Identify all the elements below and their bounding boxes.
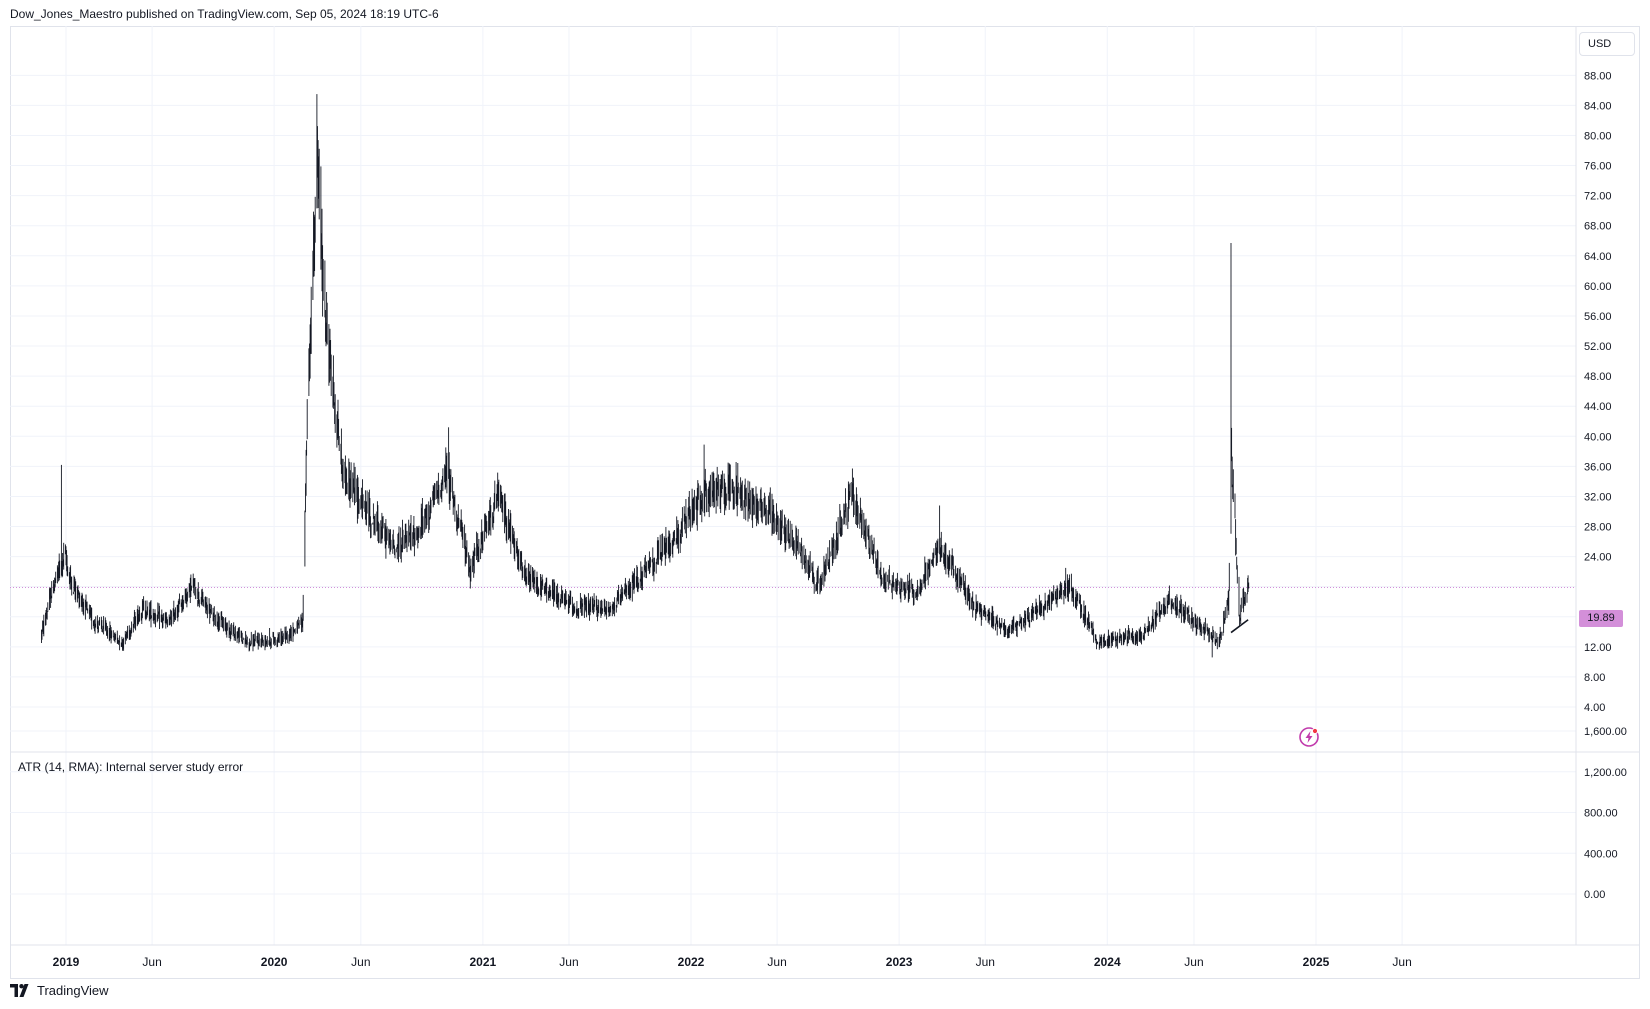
price-tick-label: 36.00 [1584,461,1612,473]
time-axis: 2019 Jun 2020 Jun 2021 Jun 2022 Jun 2023 Jun 2024 J… [53,955,1412,969]
price-tick-label: 84.00 [1584,100,1612,112]
atr-study-label[interactable]: ATR (14, RMA): Internal server study err… [18,760,244,774]
price-tick-label: 8.00 [1584,672,1605,684]
time-tick-label: 2023 [886,955,913,969]
published-header: Dow_Jones_Maestro published on TradingVi… [10,7,439,21]
atr-tick-label: 400.00 [1584,848,1618,860]
atr-tick-label: 1,200.00 [1584,767,1627,779]
time-tick-label: Jun [1184,955,1203,969]
time-tick-label: 2019 [53,955,80,969]
price-tick-label: 68.00 [1584,221,1612,233]
time-tick-label: Jun [559,955,578,969]
footer-brand-label: TradingView [37,983,109,998]
atr-axis: 0.00 400.00 800.00 1,200.00 1,600.00 [1584,726,1627,901]
price-tick-label: 48.00 [1584,371,1612,383]
price-tick-label: 56.00 [1584,311,1612,323]
chart-grid [10,26,1576,945]
time-tick-label: 2024 [1094,955,1121,969]
last-price-tag: 19.89 [1579,610,1623,627]
price-tick-label: 44.00 [1584,401,1612,413]
price-tick-label: 52.00 [1584,341,1612,353]
time-tick-label: 2022 [678,955,705,969]
trend-line-drawing [1230,619,1249,634]
tradingview-logo-icon [10,984,29,997]
trend-line [1230,619,1249,634]
time-tick-label: 2025 [1303,955,1330,969]
atr-tick-label: 800.00 [1584,808,1618,820]
price-tick-label: 32.00 [1584,491,1612,503]
price-tick-label: 4.00 [1584,702,1605,714]
footer-brand[interactable]: TradingView [10,983,109,998]
time-tick-label: Jun [351,955,370,969]
atr-tick-label: 1,600.00 [1584,726,1627,738]
price-tick-label: 64.00 [1584,251,1612,263]
chart-frame [10,26,1640,979]
price-tick-label: 40.00 [1584,431,1612,443]
time-tick-label: 2020 [261,955,288,969]
price-tick-label: 80.00 [1584,130,1612,142]
time-tick-label: Jun [142,955,161,969]
price-tick-label: 72.00 [1584,191,1612,203]
currency-badge[interactable]: USD [1579,32,1635,56]
price-tick-label: 12.00 [1584,642,1612,654]
price-tick-label: 24.00 [1584,552,1612,564]
price-tick-label: 60.00 [1584,281,1612,293]
atr-tick-label: 0.00 [1584,889,1605,901]
time-tick-label: Jun [767,955,786,969]
price-tick-label: 88.00 [1584,70,1612,82]
price-tick-label: 28.00 [1584,522,1612,534]
time-tick-label: 2021 [470,955,497,969]
time-tick-label: Jun [976,955,995,969]
candlestick-series [41,94,1250,658]
price-tick-label: 76.00 [1584,161,1612,173]
time-tick-label: Jun [1392,955,1411,969]
lightning-alert-icon[interactable] [1298,726,1320,748]
